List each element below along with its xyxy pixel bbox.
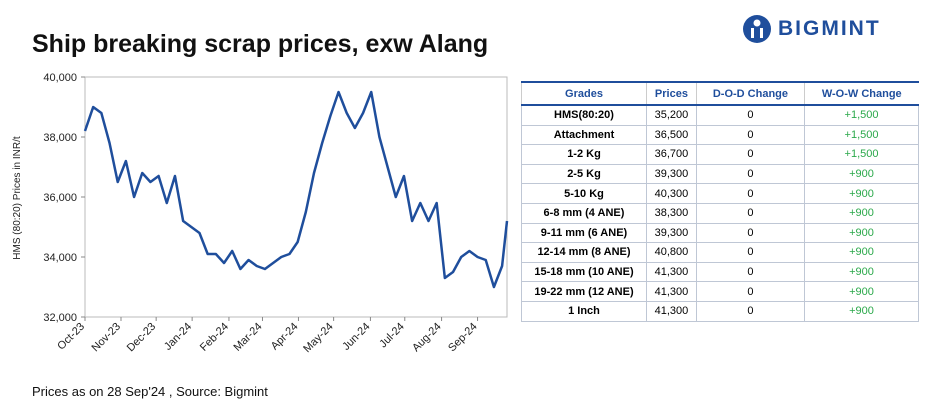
table-cell: +900: [804, 242, 919, 263]
table-cell: 0: [695, 261, 806, 283]
table-cell: 0: [695, 163, 806, 185]
table-cell: 15-18 mm (10 ANE): [521, 261, 647, 283]
table-row: 6-8 mm (4 ANE) 38,300 0 +900: [521, 202, 919, 224]
y-tick-label: 40,000: [43, 72, 77, 84]
table-cell: 0: [695, 242, 806, 263]
table-cell: +900: [804, 261, 919, 283]
logo: BIGMINT: [742, 14, 881, 44]
table-cell: 0: [695, 104, 806, 126]
y-axis-label: HMS (80:20) Prices in INR/t: [12, 136, 23, 260]
table-row: Attachment 36,500 0 +1,500: [521, 124, 919, 146]
table-cell: +900: [804, 163, 919, 185]
table-cell: 12-14 mm (8 ANE): [521, 242, 647, 263]
table-cell: 1-2 Kg: [521, 144, 647, 165]
table-cell: +900: [804, 222, 919, 244]
table-cell: 41,300: [646, 281, 697, 302]
table-cell: 35,200: [646, 104, 697, 126]
x-tick-label: Feb-24: [198, 321, 231, 354]
x-tick-label: Dec-23: [125, 321, 159, 355]
table-cell: 36,500: [646, 124, 697, 146]
table-cell: 40,300: [646, 183, 697, 204]
table-cell: +900: [804, 300, 919, 322]
table-row: 12-14 mm (8 ANE) 40,800 0 +900: [521, 242, 919, 263]
table-row: 15-18 mm (10 ANE) 41,300 0 +900: [521, 261, 919, 283]
table-cell: 6-8 mm (4 ANE): [521, 202, 647, 224]
x-tick-label: Jan-24: [162, 321, 194, 353]
table-row: 9-11 mm (6 ANE) 39,300 0 +900: [521, 222, 919, 244]
table-cell: 1 Inch: [521, 300, 647, 322]
table-cell: 41,300: [646, 261, 697, 283]
table-cell: 0: [695, 144, 806, 165]
price-table: Grades Prices D-O-D Change W-O-W Change HMS(…: [521, 81, 919, 322]
x-tick-label: Oct-23: [55, 321, 87, 353]
table-cell: 36,700: [646, 144, 697, 165]
table-cell: 0: [695, 222, 806, 244]
header-cell: Prices: [646, 81, 697, 106]
table-cell: +1,500: [804, 104, 919, 126]
table-cell: 38,300: [646, 202, 697, 224]
table-row: 1 Inch 41,300 0 +900: [521, 300, 919, 322]
x-tick-label: Jul-24: [377, 321, 407, 351]
x-tick-label: Mar-24: [231, 321, 264, 354]
table-cell: +900: [804, 202, 919, 224]
table-cell: 41,300: [646, 300, 697, 322]
table-row: 1-2 Kg 36,700 0 +1,500: [521, 144, 919, 165]
logo-text: BIGMINT: [778, 17, 881, 40]
table-cell: +900: [804, 281, 919, 302]
table-cell: 0: [695, 300, 806, 322]
table-cell: 0: [695, 281, 806, 302]
x-tick-label: Sep-24: [446, 321, 480, 355]
table-row: 2-5 Kg 39,300 0 +900: [521, 163, 919, 185]
header-cell: W-O-W Change: [804, 81, 919, 106]
plot-frame: [84, 76, 508, 318]
table-cell: 5-10 Kg: [521, 183, 647, 204]
y-tick-label: 38,000: [43, 132, 77, 144]
footnote: Prices as on 28 Sep'24 , Source: Bigmint: [32, 384, 268, 399]
x-tick-label: Nov-23: [90, 321, 124, 355]
table-cell: 0: [695, 124, 806, 146]
table-cell: +1,500: [804, 124, 919, 146]
logo-icon: [743, 15, 771, 43]
table-cell: 39,300: [646, 222, 697, 244]
x-tick-label: Aug-24: [410, 321, 444, 355]
table-row: 5-10 Kg 40,300 0 +900: [521, 183, 919, 204]
table-cell: Attachment: [521, 124, 647, 146]
header-row: Grades Prices D-O-D Change W-O-W Change: [521, 81, 919, 106]
x-tick-label: Jun-24: [340, 321, 372, 353]
table-cell: 9-11 mm (6 ANE): [521, 222, 647, 244]
price-line: [83, 90, 509, 289]
table-cell: +900: [804, 183, 919, 204]
table-cell: 0: [695, 202, 806, 224]
table-cell: 2-5 Kg: [521, 163, 647, 185]
title: Ship breaking scrap prices, exw Alang: [32, 30, 489, 58]
table-cell: 39,300: [646, 163, 697, 185]
table-cell: HMS(80:20): [521, 104, 647, 126]
chart: HMS (80:20) Prices in INR/t 32,000 34,000…: [12, 72, 509, 355]
header-cell: Grades: [521, 81, 647, 106]
table-row: HMS(80:20) 35,200 0 +1,500: [521, 104, 919, 126]
x-tick-label: Apr-24: [269, 321, 301, 353]
table-row: 19-22 mm (12 ANE) 41,300 0 +900: [521, 281, 919, 302]
y-tick-label: 32,000: [43, 312, 77, 324]
x-tick-label: May-24: [301, 321, 335, 355]
table-cell: 40,800: [646, 242, 697, 263]
y-tick-label: 34,000: [43, 252, 77, 264]
header-cell: D-O-D Change: [695, 81, 805, 106]
table-cell: 19-22 mm (12 ANE): [521, 281, 647, 302]
table-cell: +1,500: [804, 144, 919, 165]
y-tick-label: 36,000: [43, 192, 77, 204]
table-cell: 0: [695, 183, 806, 204]
